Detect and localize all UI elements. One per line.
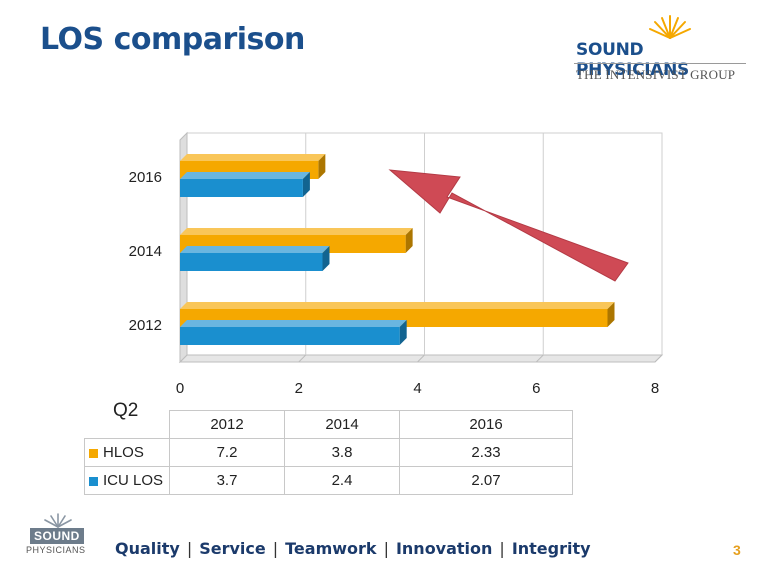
bar-icu-los-2014 (180, 246, 330, 271)
table-row: ICU LOS 3.7 2.4 2.07 (84, 466, 573, 495)
x-tick-labels: 0 2 4 6 8 (176, 380, 659, 397)
category-label: 2016 (129, 169, 162, 186)
category-label: 2014 (129, 243, 162, 260)
value-integrity: Integrity (511, 539, 591, 558)
bar-top (180, 228, 413, 235)
row-label: HLOS (103, 444, 144, 461)
bar-top (180, 320, 407, 327)
footer-logo-line2: PHYSICIANS (26, 545, 86, 555)
footer-logo: SOUND PHYSICIANS (22, 512, 102, 562)
separator: | (499, 539, 505, 558)
row-label-hlos: HLOS (84, 438, 170, 467)
x-tick-label: 4 (413, 380, 421, 397)
table-cell: 3.7 (169, 466, 285, 495)
bar-icu-los-2016 (180, 172, 310, 197)
icu-los-swatch (89, 476, 98, 486)
separator: | (186, 539, 193, 558)
table-cell: 2.33 (399, 438, 573, 467)
bar-front (180, 179, 303, 197)
bar-end (405, 228, 413, 253)
bar-end (318, 154, 326, 179)
table-cell: 2.4 (284, 466, 400, 495)
footer-logo-line1: SOUND (30, 528, 84, 544)
value-service: Service (199, 539, 266, 558)
category-label: 2012 (129, 317, 162, 334)
bar-front (180, 253, 323, 271)
bar-top (180, 246, 330, 253)
gridline-floor (417, 354, 425, 363)
x-tick-label: 0 (176, 380, 184, 397)
bar-icu-los-2012 (180, 320, 407, 345)
value-innovation: Innovation (395, 539, 493, 558)
page-title: LOS comparison (40, 22, 305, 57)
bar-top (180, 172, 310, 179)
table-cell: 3.8 (284, 438, 400, 467)
x-tick-label: 6 (532, 380, 540, 397)
data-table: 2012 2014 2016 HLOS 7.2 3.8 2.33 ICU LOS… (84, 410, 573, 495)
bar-end (302, 172, 310, 197)
table-col-header: 2016 (399, 410, 573, 439)
row-label-icu-los: ICU LOS (84, 466, 170, 495)
period-label: Q2 (113, 400, 139, 421)
x-tick-label: 8 (651, 380, 659, 397)
table-row: HLOS 7.2 3.8 2.33 (84, 438, 573, 467)
table-col-header: 2012 (169, 410, 285, 439)
table-corner (85, 411, 170, 439)
x-tick-label: 2 (295, 380, 303, 397)
bar-top (180, 302, 615, 309)
bar-front (180, 327, 400, 345)
logo-name: SOUND PHYSICIANS (576, 40, 689, 80)
value-teamwork: Teamwork (285, 539, 377, 558)
bar-top (180, 154, 326, 161)
logo-divider (574, 63, 746, 64)
value-quality: Quality (115, 539, 180, 558)
hlos-swatch (89, 448, 98, 458)
bar-end (399, 320, 407, 345)
logo-tagline: THE INTENSIVIST GROUP (576, 67, 736, 82)
bar-end (322, 246, 330, 271)
page-number: 3 (733, 542, 741, 558)
table-cell: 2.07 (399, 466, 573, 495)
footer-sun-icon (44, 513, 72, 528)
separator: | (383, 539, 389, 558)
arrow-shape (388, 169, 629, 282)
bars (180, 154, 615, 345)
table-cell: 7.2 (169, 438, 285, 467)
footer-values: Quality | Service | Teamwork | Innovation | Inte… (115, 539, 591, 558)
category-labels: 2012 2014 2016 (129, 169, 162, 334)
sun-rays-icon (649, 15, 691, 39)
gridline-floor (298, 354, 307, 363)
separator: | (272, 539, 279, 558)
table-col-header: 2014 (284, 410, 400, 439)
los-bar-chart: 2012 2014 2016 0 2 4 6 8 (129, 131, 664, 397)
bar-end (607, 302, 615, 327)
table-header-row: 2012 2014 2016 (85, 410, 573, 439)
gridline-floor (535, 354, 544, 363)
trend-arrow (388, 169, 629, 282)
row-label: ICU LOS (103, 472, 164, 489)
gridline-floor (654, 354, 663, 363)
company-logo: SOUND PHYSICIANS THE INTENSIVIST GROUP (572, 12, 752, 82)
